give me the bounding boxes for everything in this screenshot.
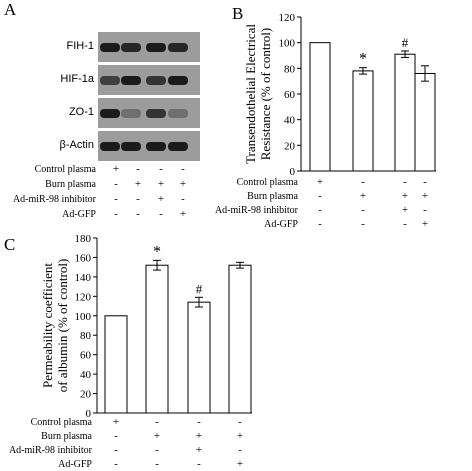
significance-marker: * [359,51,367,68]
y-axis-label: Resistance (% of control) [258,28,273,160]
condition-label: Burn plasma [41,431,92,442]
condition-label: Ad-miR-98 inhibitor [215,205,299,216]
blot-band [121,43,141,52]
y-axis-label: Transendothelial Electrical [243,24,258,164]
condition-sign: - [238,416,242,428]
bar [309,42,331,172]
condition-sign: - [114,458,118,470]
condition-label: Control plasma [237,177,299,188]
panel-b-letter: B [232,4,244,23]
condition-sign: + [422,190,428,202]
y-axis-label: Permeability coefficient [40,263,55,388]
condition-sign: + [154,430,160,442]
condition-sign: - [114,430,118,442]
condition-sign: - [318,218,322,230]
condition-label: Ad-miR-98 inhibitor [9,445,93,456]
blot-band [121,76,141,85]
panel-a-letter: A [4,0,17,19]
blot-band [146,76,166,85]
condition-label: Control plasma [31,417,93,428]
y-tick-label: 120 [279,12,296,24]
condition-label: Ad-GFP [58,459,92,470]
condition-sign: - [155,444,159,456]
blot-band [146,109,166,118]
condition-sign: + [402,190,408,202]
y-tick-label: 40 [80,369,92,381]
condition-sign: - [197,416,201,428]
condition-sign: + [196,430,202,442]
bar [187,301,211,414]
y-tick-label: 80 [80,330,92,342]
condition-sign: + [317,176,323,188]
y-tick-label: 60 [284,89,296,101]
blot-row-label: FIH-1 [66,40,95,52]
y-tick-label: 60 [80,350,92,362]
condition-sign: + [402,204,408,216]
y-tick-label: 140 [75,272,92,284]
bar [228,264,252,414]
y-tick-label: 0 [86,408,92,420]
condition-sign: + [237,458,243,470]
blot-band [168,76,188,85]
y-tick-label: 0 [290,166,296,178]
y-tick-label: 100 [279,38,296,50]
blot-band [168,109,188,118]
y-tick-label: 40 [284,115,296,127]
y-tick-label: 180 [75,233,92,245]
condition-sign: - [361,204,365,216]
blot-band [121,142,141,151]
blot-row-label: HIF-1a [60,73,94,85]
y-tick-label: 20 [284,140,296,152]
significance-marker: # [196,281,203,296]
condition-sign: - [403,176,407,188]
condition-sign: - [318,190,322,202]
blot-band [146,43,166,52]
condition-sign: - [155,458,159,470]
blot-band [100,43,120,52]
blot-band [100,142,120,151]
condition-sign: - [318,204,322,216]
y-tick-label: 100 [75,311,92,323]
blot-band [146,142,166,151]
blot-band [100,76,120,85]
y-tick-label: 160 [75,252,92,264]
condition-sign: - [403,218,407,230]
condition-sign: - [361,218,365,230]
condition-label: Burn plasma [247,191,298,202]
condition-sign: + [237,430,243,442]
condition-sign: + [196,444,202,456]
blot-row-label: β-Actin [59,139,94,151]
panel-c-letter: C [4,235,16,254]
bar [145,264,169,414]
condition-sign: - [423,204,427,216]
y-axis-label: of albumin (% of control) [55,259,70,393]
condition-sign: + [422,218,428,230]
condition-sign: - [423,176,427,188]
significance-marker: * [153,243,161,260]
y-tick-label: 20 [80,389,92,401]
blot-band [100,109,120,118]
condition-sign: + [113,416,119,428]
blot-row-label: ZO-1 [68,106,94,118]
condition-sign: - [361,176,365,188]
condition-sign: - [155,416,159,428]
blot-band [168,43,188,52]
significance-marker: # [402,35,409,50]
condition-sign: - [114,444,118,456]
blot-band [121,109,141,118]
blot-band [168,142,188,151]
condition-sign: + [360,190,366,202]
bar [104,315,128,414]
y-tick-label: 80 [284,63,296,75]
y-tick-label: 120 [75,291,92,303]
condition-sign: - [197,458,201,470]
condition-sign: - [238,444,242,456]
condition-label: Ad-GFP [264,219,298,230]
